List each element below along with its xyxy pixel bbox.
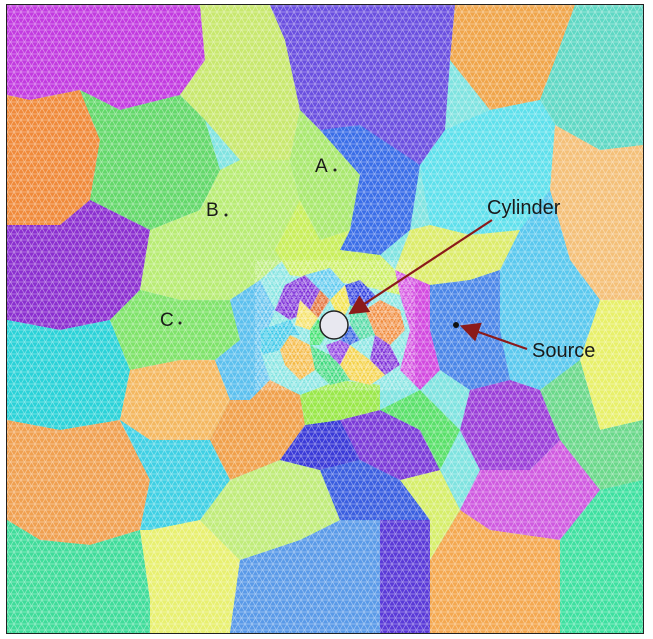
point-label-c: C [160, 310, 174, 331]
point-marker-a [333, 168, 337, 172]
cylinder-label: Cylinder [487, 197, 561, 219]
source-marker [453, 322, 459, 328]
cylinder-shape [319, 310, 349, 340]
point-label-b: B [206, 200, 219, 221]
point-marker-c [178, 321, 182, 325]
point-marker-b [224, 213, 228, 217]
source-arrow [459, 322, 528, 351]
source-label: Source [532, 340, 595, 362]
point-label-a: A [315, 156, 328, 177]
cylinder-arrow [348, 219, 493, 315]
